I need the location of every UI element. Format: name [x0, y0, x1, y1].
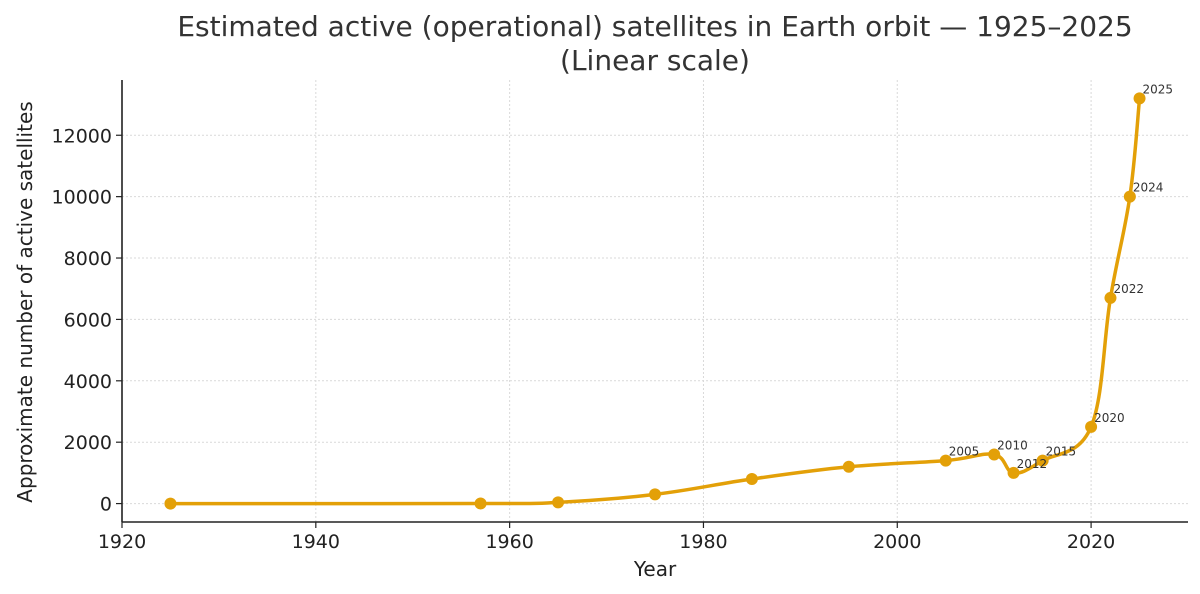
y-tick-label: 12000 [52, 125, 112, 147]
y-axis-label: Approximate number of active satellites [13, 101, 37, 502]
y-tick-label: 6000 [64, 309, 112, 331]
data-point [164, 497, 177, 510]
y-tick-label: 4000 [64, 371, 112, 393]
chart-title-line1: Estimated active (operational) satellite… [177, 10, 1132, 43]
point-label: 2025 [1143, 82, 1174, 96]
data-point [1007, 466, 1020, 479]
point-label: 2020 [1094, 411, 1125, 425]
x-tick-label: 1940 [292, 531, 340, 553]
y-tick-label: 8000 [64, 248, 112, 270]
grid [122, 80, 1188, 522]
chart-title-line2: (Linear scale) [560, 44, 750, 77]
data-point [649, 488, 661, 501]
point-label: 2012 [1017, 457, 1048, 471]
point-label: 2024 [1133, 181, 1164, 195]
point-label: 2015 [1046, 445, 1077, 459]
y-tick-label: 10000 [52, 187, 112, 209]
data-point [1104, 291, 1117, 304]
y-tick-label: 0 [100, 494, 112, 516]
data-point [1133, 92, 1146, 105]
ticks: 1920 1940 1960 1980 2000 2020 0 2000 4000 6000 800… [52, 125, 1116, 553]
point-label: 2022 [1113, 282, 1144, 296]
data-point [1036, 454, 1049, 467]
x-tick-label: 1920 [98, 531, 146, 553]
x-tick-label: 2020 [1067, 531, 1115, 553]
data-point [939, 454, 952, 467]
y-tick-label: 2000 [64, 432, 112, 454]
data-point [474, 497, 487, 510]
x-tick-label: 1980 [679, 531, 727, 553]
data-point [745, 473, 758, 486]
point-label: 2005 [949, 445, 980, 459]
data-point [1123, 190, 1136, 203]
series [164, 92, 1146, 510]
x-axis-label: Year [633, 557, 677, 581]
data-point [842, 460, 855, 473]
point-label: 2010 [997, 438, 1028, 452]
x-tick-label: 2000 [873, 531, 921, 553]
x-tick-label: 1960 [485, 531, 533, 553]
data-point [1085, 420, 1098, 433]
data-point [988, 448, 1001, 461]
data-point [552, 496, 565, 509]
axes [121, 80, 1188, 523]
